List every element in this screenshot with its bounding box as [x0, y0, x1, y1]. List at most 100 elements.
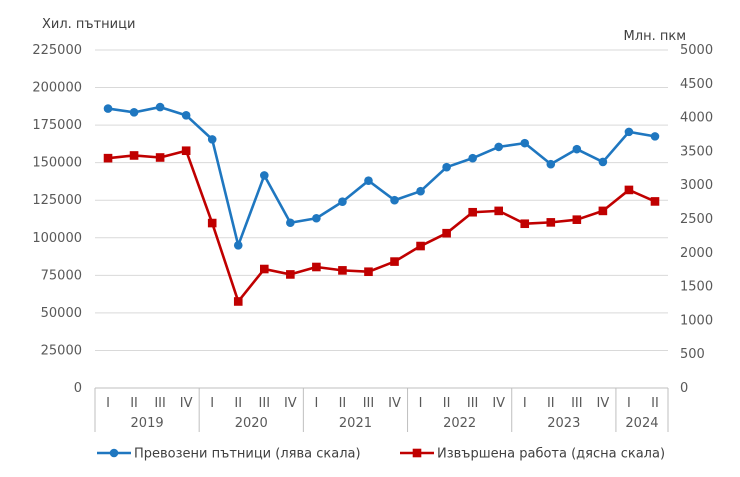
year-label: 2019: [131, 416, 164, 431]
right-tick-label: 3500: [680, 144, 713, 159]
legend-label: Извършена работа (дясна скала): [437, 447, 665, 462]
data-point: [259, 264, 269, 274]
left-tick-label: 225000: [32, 43, 82, 58]
right-tick-label: 1500: [680, 280, 713, 295]
data-point: [494, 206, 504, 216]
data-point: [259, 171, 269, 180]
left-axis-title: Хил. пътници: [42, 17, 135, 32]
legend-marker: [109, 448, 119, 458]
right-tick-label: 4500: [680, 77, 713, 92]
quarter-label: I: [210, 396, 214, 411]
legend: Превозени пътници (лява скала) Извършена …: [97, 447, 665, 462]
data-point: [207, 218, 217, 228]
data-point: [364, 176, 373, 185]
data-point: [416, 241, 425, 251]
year-label: 2021: [339, 416, 372, 431]
data-point: [103, 153, 113, 163]
quarter-label: III: [467, 396, 479, 411]
data-point: [468, 153, 477, 163]
left-tick-label: 50000: [41, 306, 82, 321]
year-label: 2023: [547, 416, 580, 431]
right-tick-label: 0: [680, 381, 688, 396]
data-point: [364, 267, 373, 277]
left-tick-label: 0: [74, 381, 82, 396]
year-label: 2024: [625, 416, 658, 431]
data-point: [416, 186, 425, 196]
data-point: [286, 270, 295, 279]
data-point: [546, 159, 556, 169]
data-point: [233, 240, 243, 250]
gridlines: [95, 49, 668, 351]
data-point: [624, 185, 634, 195]
quarter-label: IV: [180, 396, 193, 411]
quarter-label: III: [154, 396, 166, 411]
right-axis-title: Млн. пкм: [624, 29, 686, 44]
right-tick-label: 2000: [680, 246, 713, 261]
left-tick-label: 75000: [41, 268, 82, 283]
left-tick-label: 200000: [32, 81, 82, 96]
left-tick-label: 150000: [32, 156, 82, 171]
data-point: [598, 157, 608, 167]
left-tick-label: 125000: [32, 193, 82, 208]
quarter-label: IV: [284, 396, 297, 411]
right-tick-label: 500: [680, 347, 705, 362]
quarter-label: IV: [597, 396, 610, 411]
data-point: [650, 132, 660, 141]
data-point: [520, 138, 530, 148]
axes: 0250005000075000100000125000150000175000…: [32, 43, 713, 432]
data-point: [233, 297, 243, 306]
year-label: 2022: [443, 416, 476, 431]
data-point: [129, 151, 139, 160]
quarter-label: II: [547, 396, 555, 411]
data-point: [338, 197, 347, 207]
left-tick-label: 175000: [32, 118, 82, 133]
quarter-label: II: [651, 396, 659, 411]
data-point: [624, 127, 634, 137]
quarter-label: I: [627, 396, 631, 411]
data-point: [390, 257, 399, 266]
data-point: [442, 228, 451, 238]
data-point: [181, 111, 191, 120]
plot-area: [103, 102, 660, 306]
quarter-label: I: [106, 396, 110, 411]
left-tick-label: 100000: [32, 231, 82, 246]
data-point: [129, 108, 139, 117]
data-point: [442, 162, 451, 172]
data-point: [572, 215, 582, 224]
data-point: [338, 266, 347, 275]
quarter-label: IV: [388, 396, 401, 411]
data-point: [207, 135, 217, 144]
data-point: [520, 219, 530, 229]
right-tick-label: 1000: [680, 313, 713, 328]
data-point: [312, 262, 321, 272]
quarter-label: II: [130, 396, 138, 411]
left-tick-label: 25000: [41, 343, 82, 358]
data-point: [155, 153, 165, 162]
legend-label: Превозени пътници (лява скала): [134, 447, 361, 462]
data-point: [155, 102, 165, 112]
data-point: [650, 197, 660, 206]
quarter-label: IV: [492, 396, 505, 411]
data-point: [390, 195, 399, 205]
year-label: 2020: [235, 416, 268, 431]
data-point: [494, 142, 504, 152]
data-point: [312, 213, 321, 223]
right-tick-label: 2500: [680, 212, 713, 227]
quarter-label: III: [363, 396, 375, 411]
quarter-label: I: [419, 396, 423, 411]
data-point: [546, 218, 556, 227]
data-point: [286, 218, 295, 228]
right-tick-label: 5000: [680, 43, 713, 58]
right-tick-label: 3000: [680, 178, 713, 193]
quarter-label: II: [339, 396, 347, 411]
legend-marker: [412, 448, 422, 458]
data-point: [468, 207, 477, 217]
data-point: [598, 206, 608, 216]
quarter-label: I: [523, 396, 527, 411]
quarter-label: II: [234, 396, 242, 411]
quarter-label: II: [443, 396, 451, 411]
data-point: [572, 144, 582, 154]
quarter-label: III: [259, 396, 271, 411]
series-line: [107, 105, 656, 247]
